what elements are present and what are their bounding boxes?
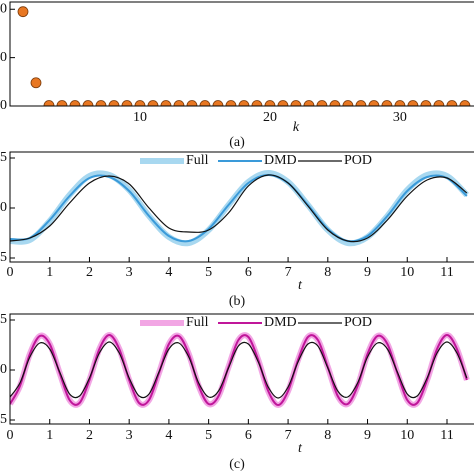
legend-label: POD bbox=[344, 153, 372, 168]
x-tick-label: 11 bbox=[440, 428, 453, 443]
x-tick-label: 4 bbox=[165, 265, 172, 280]
y-tick-label: 0 bbox=[0, 362, 7, 377]
x-tick-label: 3 bbox=[126, 428, 133, 443]
y-tick-label: -0.5 bbox=[0, 250, 7, 265]
x-tick-label: 11 bbox=[440, 265, 453, 280]
x-tick-label: 1 bbox=[46, 428, 53, 443]
series-line bbox=[10, 170, 469, 247]
x-tick-label: 1 bbox=[46, 265, 53, 280]
x-tick-label: 2 bbox=[86, 428, 93, 443]
caption: (c) bbox=[229, 457, 245, 472]
plot-area bbox=[17, 6, 471, 106]
plot-area bbox=[10, 332, 470, 408]
x-tick-label: 6 bbox=[245, 428, 252, 443]
x-tick-label: 7 bbox=[285, 428, 292, 443]
x-tick-label: 9 bbox=[364, 428, 371, 443]
plot-frame bbox=[9, 1, 474, 107]
y-tick-label: 200 bbox=[0, 1, 7, 16]
x-axis-label: t bbox=[298, 278, 303, 293]
legend-label: DMD bbox=[264, 315, 297, 330]
plot-frame bbox=[9, 313, 474, 425]
x-tick-label: 30 bbox=[393, 110, 407, 125]
caption: (b) bbox=[229, 294, 246, 309]
series-line bbox=[10, 174, 468, 243]
y-tick-label: 0 bbox=[0, 200, 7, 215]
series-line bbox=[10, 334, 468, 406]
x-tick-label: 5 bbox=[205, 428, 212, 443]
x-tick-label: 0 bbox=[7, 265, 14, 280]
x-tick-label: 3 bbox=[126, 265, 133, 280]
legend-bg bbox=[135, 315, 397, 332]
x-tick-label: 10 bbox=[133, 110, 147, 125]
series-line bbox=[10, 174, 468, 243]
series-line bbox=[10, 341, 468, 399]
point bbox=[17, 6, 29, 18]
legend-bg bbox=[135, 153, 397, 170]
legend-label: Full bbox=[186, 153, 209, 168]
legend-label: Full bbox=[186, 315, 209, 330]
x-axis-label: t bbox=[298, 441, 303, 456]
x-tick-label: 20 bbox=[263, 110, 277, 125]
plot-area bbox=[10, 170, 469, 247]
point bbox=[30, 77, 42, 89]
x-tick-label: 10 bbox=[400, 428, 414, 443]
y-tick-label: -0.5 bbox=[0, 412, 7, 427]
x-tick-label: 5 bbox=[205, 265, 212, 280]
legend-label: DMD bbox=[264, 153, 297, 168]
y-tick-label: 0.5 bbox=[0, 312, 7, 327]
x-tick-label: 8 bbox=[324, 428, 331, 443]
x-tick-label: 9 bbox=[364, 265, 371, 280]
x-tick-label: 2 bbox=[86, 265, 93, 280]
y-tick-label: 0 bbox=[0, 98, 7, 113]
x-tick-label: 8 bbox=[324, 265, 331, 280]
y-tick-label: 100 bbox=[0, 50, 7, 65]
x-tick-label: 0 bbox=[7, 428, 14, 443]
x-tick-label: 7 bbox=[285, 265, 292, 280]
legend-label: POD bbox=[344, 315, 372, 330]
x-tick-label: 6 bbox=[245, 265, 252, 280]
plot-frame bbox=[9, 151, 474, 263]
x-tick-label: 4 bbox=[165, 428, 172, 443]
caption: (a) bbox=[229, 135, 245, 150]
y-tick-label: 0.5 bbox=[0, 150, 7, 165]
x-axis-label: k bbox=[293, 120, 300, 135]
x-tick-label: 10 bbox=[400, 265, 414, 280]
